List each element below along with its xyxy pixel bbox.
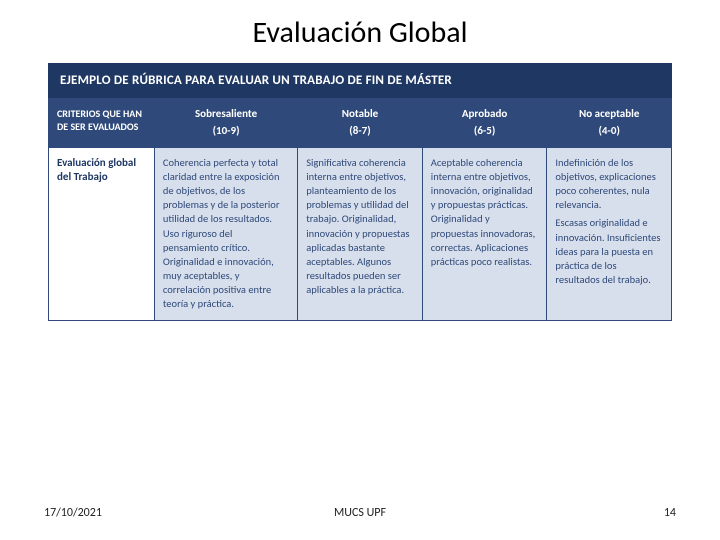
- level-header-aprobado: Aprobado (6-5): [422, 99, 547, 148]
- rubric-banner: EJEMPLO DE RÚBRICA PARA EVALUAR UN TRABA…: [48, 63, 672, 98]
- cell-paragraph: Escasas originalidad e innovación. Insuf…: [555, 216, 663, 287]
- level-range: (10-9): [161, 124, 291, 139]
- level-header-sobresaliente: Sobresaliente (10-9): [154, 99, 297, 148]
- level-range: (4-0): [553, 124, 665, 139]
- footer-page-number: 14: [664, 506, 676, 520]
- rubric-row: Evaluación global del Trabajo Coherencia…: [49, 147, 672, 320]
- criteria-header: CRITERIOS QUE HAN DE SER EVALUADOS: [49, 99, 155, 148]
- level-name: Notable: [304, 107, 416, 122]
- header-row: CRITERIOS QUE HAN DE SER EVALUADOS Sobre…: [49, 99, 672, 148]
- level-name: No aceptable: [553, 107, 665, 122]
- level-header-no-aceptable: No aceptable (4-0): [547, 99, 672, 148]
- level-name: Sobresaliente: [161, 107, 291, 122]
- level-range: (6-5): [429, 124, 541, 139]
- level-header-notable: Notable (8-7): [298, 99, 423, 148]
- cell-paragraph: Indefinición de los objetivos, explicaci…: [555, 156, 663, 213]
- cell-aprobado: Aceptable coherencia interna entre objet…: [422, 147, 547, 320]
- cell-sobresaliente: Coherencia perfecta y total claridad ent…: [154, 147, 297, 320]
- footer-center: MUCS UPF: [0, 506, 720, 520]
- slide-footer: 17/10/2021 MUCS UPF 14: [0, 506, 720, 526]
- cell-notable: Significativa coherencia interna entre o…: [298, 147, 423, 320]
- rubric-table: CRITERIOS QUE HAN DE SER EVALUADOS Sobre…: [48, 98, 672, 321]
- slide-title: Evaluación Global: [0, 0, 720, 63]
- row-label: Evaluación global del Trabajo: [49, 147, 155, 320]
- level-name: Aprobado: [429, 107, 541, 122]
- rubric-container: EJEMPLO DE RÚBRICA PARA EVALUAR UN TRABA…: [48, 63, 672, 321]
- cell-no-aceptable: Indefinición de los objetivos, explicaci…: [547, 147, 672, 320]
- level-range: (8-7): [304, 124, 416, 139]
